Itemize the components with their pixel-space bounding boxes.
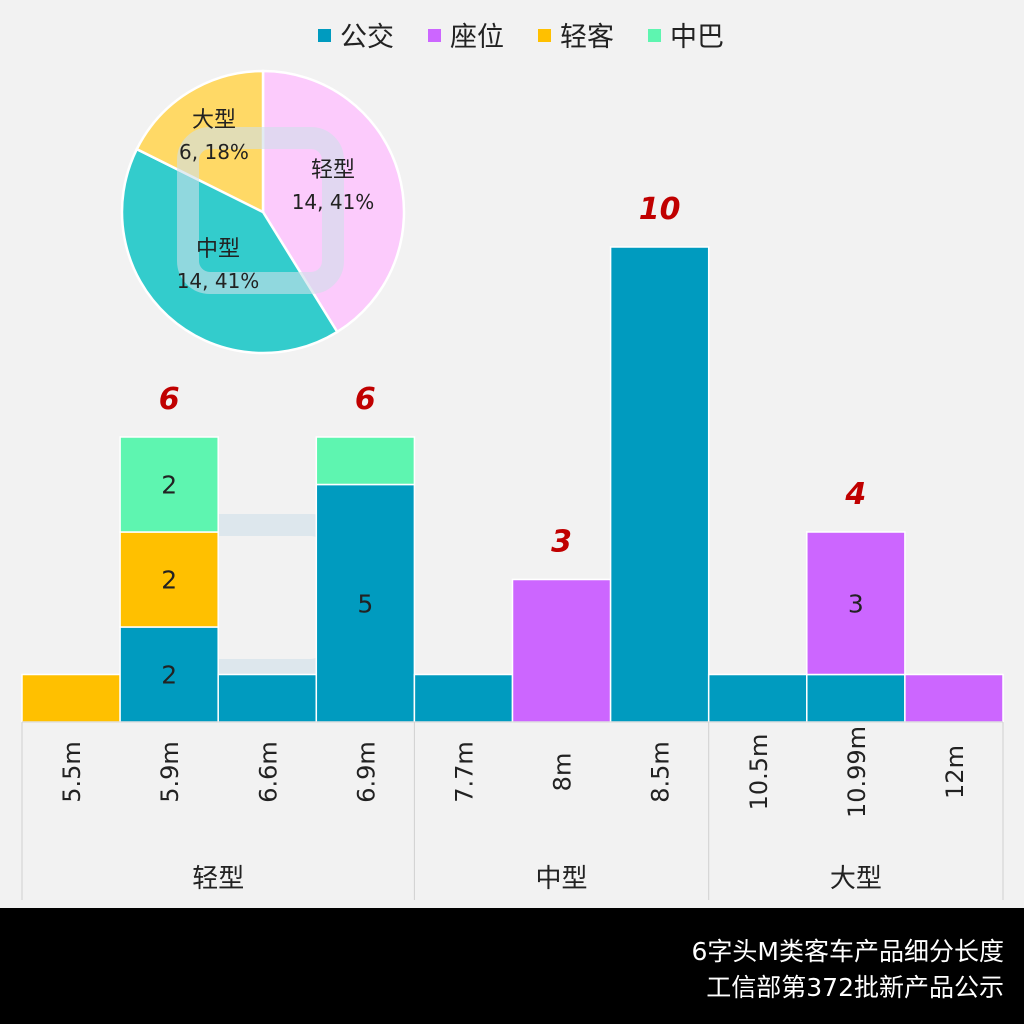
bar-value-label: 5 (357, 589, 373, 618)
bar-value-label: 2 (161, 471, 177, 500)
group-label: 大型 (830, 864, 882, 894)
pie-slice (120, 147, 339, 355)
x-tick-label: 7.7m (450, 741, 478, 803)
x-tick-label: 10.99m (843, 726, 871, 818)
bar-segment (413, 673, 514, 723)
bar-value-label: 2 (161, 661, 177, 690)
footer-title: 6字头M类客车产品细分长度 (691, 937, 1004, 966)
footer-subtitle: 工信部第372批新产品公示 (706, 973, 1004, 1002)
footer: 6字头M类客车产品细分长度 工信部第372批新产品公示 (0, 908, 1024, 1024)
x-tick-label: 12m (941, 745, 969, 799)
pie-label: 中型 (196, 237, 240, 262)
legend-label: 轻客 (560, 22, 614, 53)
pie-label: 大型 (192, 108, 236, 133)
bar-segment (511, 578, 612, 723)
legend-swatch (538, 29, 551, 42)
group-label: 中型 (536, 864, 588, 894)
legend-swatch (428, 29, 441, 42)
bar-segment (806, 531, 906, 676)
x-tick-label: 10.5m (745, 734, 773, 811)
bar-total-label: 3 (551, 525, 572, 560)
x-tick-label: 5.5m (58, 741, 86, 803)
bar-total-label: 6 (159, 382, 180, 417)
group-label: 轻型 (192, 864, 244, 894)
legend-label: 公交 (340, 22, 394, 53)
legend-label: 座位 (450, 22, 504, 53)
x-tick-label: 8.5m (647, 741, 675, 803)
pie-label: 轻型 (311, 158, 355, 183)
legend-label: 中巴 (670, 22, 724, 53)
bar-segment (315, 436, 416, 486)
bar-segment (21, 673, 121, 723)
legend-swatch (318, 29, 331, 42)
legend-swatch (648, 29, 661, 42)
x-tick-label: 5.9m (156, 741, 184, 803)
bar-segment (217, 673, 318, 723)
bar-total-label: 10 (639, 192, 681, 227)
bar-value-label: 2 (161, 566, 177, 595)
x-tick-label: 8m (549, 753, 577, 792)
pie-value-label: 6, 18% (179, 140, 249, 164)
x-tick-label: 6.9m (352, 741, 380, 803)
pie-value-label: 14, 41% (177, 269, 260, 293)
bar-segment (119, 531, 219, 628)
bar-segment (707, 673, 808, 723)
watermark-logo (177, 127, 344, 294)
bar-segment (315, 483, 416, 723)
pie-value-label: 14, 41% (292, 190, 375, 214)
bar-total-label: 4 (844, 477, 866, 512)
bar-total-label: 6 (355, 382, 376, 417)
bar-segment (609, 246, 710, 723)
x-tick-label: 6.6m (254, 741, 282, 803)
chart: 5.5m 2 2 2 6 5.9m 6.6m 5 6 6.9m 7.7m 3 8m 10 8.5m 10.5m… (21, 22, 1004, 900)
bar-value-label: 3 (848, 589, 864, 618)
bar-segment (806, 673, 906, 723)
bar-segment (904, 673, 1004, 723)
bar-segment (119, 436, 219, 533)
